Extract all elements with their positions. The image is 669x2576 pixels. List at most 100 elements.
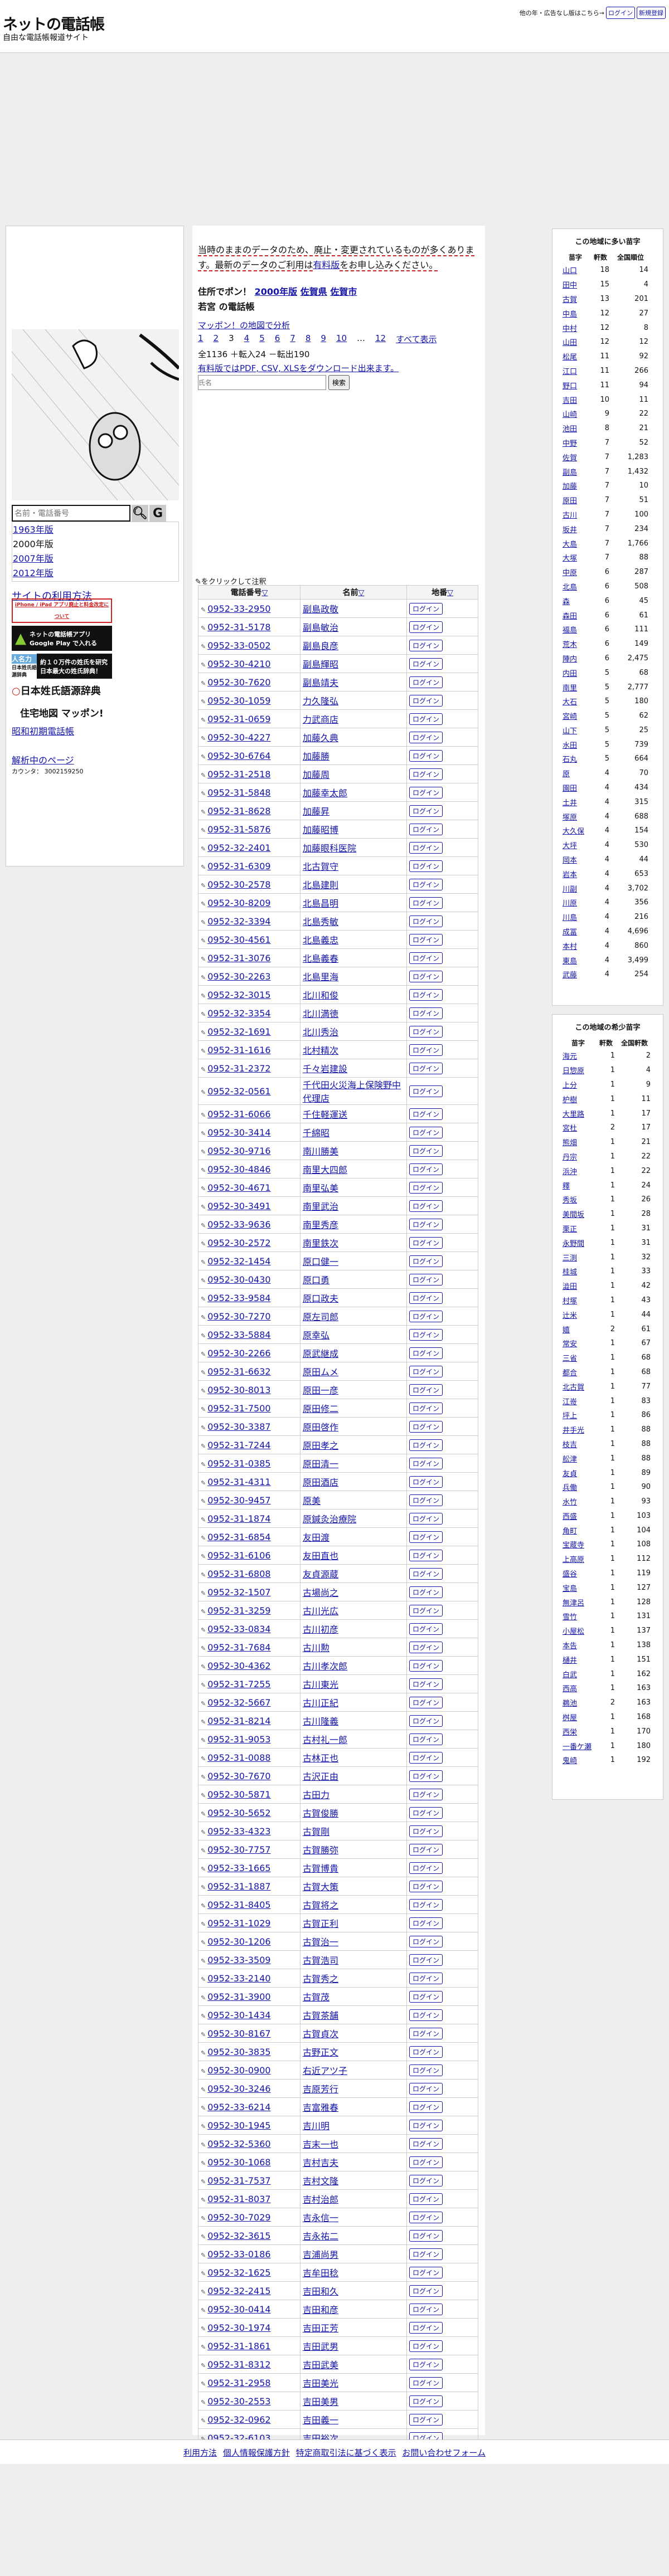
surname-link[interactable]: 枦樹	[563, 1095, 578, 1104]
name-link[interactable]: 北島義忠	[303, 935, 339, 946]
pencil-icon[interactable]: ✎	[201, 2159, 206, 2167]
login-to-view-button[interactable]: ログイン	[409, 1328, 443, 1341]
login-to-view-button[interactable]: ログイン	[409, 2340, 443, 2352]
pencil-icon[interactable]: ✎	[201, 1571, 206, 1579]
phone-number-link[interactable]: 0952-32-1691	[207, 1026, 271, 1037]
login-to-view-button[interactable]: ログイン	[409, 1862, 443, 1874]
phone-number-link[interactable]: 0952-32-3354	[207, 1007, 271, 1019]
pencil-icon[interactable]: ✎	[201, 1497, 206, 1505]
name-link[interactable]: 原田孝之	[303, 1440, 339, 1451]
pencil-icon[interactable]: ✎	[201, 1442, 206, 1450]
surname-link[interactable]: 江口	[563, 367, 578, 376]
phone-number-link[interactable]: 0952-31-1874	[207, 1513, 271, 1524]
mappon-logo[interactable]: 住宅地図 マッポン!	[20, 708, 104, 719]
pencil-icon[interactable]: ✎	[201, 1405, 206, 1413]
login-to-view-button[interactable]: ログイン	[409, 970, 443, 982]
search-icon[interactable]: 🔍︎	[132, 505, 148, 522]
iphone-app-notice-link[interactable]: iPhone / iPad アプリ廃止と料金改定について	[12, 598, 112, 623]
surname-link[interactable]: 三渕	[563, 1254, 578, 1263]
phone-number-link[interactable]: 0952-30-0414	[207, 2304, 271, 2315]
phone-number-link[interactable]: 0952-30-0430	[207, 1274, 271, 1285]
map-analysis-link[interactable]: マッポン！の地図で分析	[198, 320, 290, 330]
phone-number-link[interactable]: 0952-30-1068	[207, 2156, 271, 2168]
name-link[interactable]: 古賀勝弥	[303, 1845, 339, 1856]
surname-link[interactable]: 大久保	[563, 827, 585, 836]
analyzing-pages-link[interactable]: 解析中のページ	[12, 755, 74, 766]
pencil-icon[interactable]: ✎	[201, 955, 206, 963]
login-to-view-button[interactable]: ログイン	[409, 1770, 443, 1782]
surname-link[interactable]: 水竹	[563, 1498, 578, 1507]
name-link[interactable]: 古賀茶舗	[303, 2010, 339, 2021]
login-to-view-button[interactable]: ログイン	[409, 2266, 443, 2278]
name-link[interactable]: 古川東光	[303, 1679, 339, 1690]
name-link[interactable]: 加藤周	[303, 770, 330, 780]
login-to-view-button[interactable]: ログイン	[409, 2064, 443, 2076]
login-to-view-button[interactable]: ログイン	[409, 1549, 443, 1561]
breadcrumb-prefecture[interactable]: 佐賀県	[300, 286, 327, 297]
pencil-icon[interactable]: ✎	[201, 790, 206, 797]
surname-link[interactable]: 桂城	[563, 1268, 578, 1277]
name-link[interactable]: 吉川明	[303, 2121, 330, 2131]
name-link[interactable]: 力武商店	[303, 714, 339, 725]
page-link[interactable]: 5	[259, 333, 265, 343]
name-link[interactable]: 副島政敬	[303, 604, 339, 615]
column-chiban[interactable]: 地番▽	[406, 585, 478, 600]
phone-number-link[interactable]: 0952-30-6764	[207, 750, 271, 761]
name-link[interactable]: 吉富雅春	[303, 2102, 339, 2113]
surname-link[interactable]: 中村	[563, 324, 578, 333]
surname-link[interactable]: 川島	[563, 914, 578, 923]
surname-link[interactable]: 田中	[563, 281, 578, 290]
login-to-view-button[interactable]: ログイン	[409, 2137, 443, 2150]
name-link[interactable]: 古沢正由	[303, 1771, 339, 1782]
surname-link[interactable]: 大塚	[563, 554, 578, 563]
pencil-icon[interactable]: ✎	[201, 2086, 206, 2093]
login-to-view-button[interactable]: ログイン	[409, 2285, 443, 2297]
phone-number-link[interactable]: 0952-30-3835	[207, 2046, 271, 2057]
phone-number-link[interactable]: 0952-31-7500	[207, 1403, 271, 1414]
pencil-icon[interactable]: ✎	[201, 2270, 206, 2277]
surname-link[interactable]: 山下	[563, 727, 578, 736]
login-to-view-button[interactable]: ログイン	[409, 1384, 443, 1396]
login-to-view-button[interactable]: ログイン	[409, 1604, 443, 1616]
surname-link[interactable]: 原	[563, 770, 570, 779]
pencil-icon[interactable]: ✎	[201, 2251, 206, 2259]
pencil-icon[interactable]: ✎	[201, 642, 206, 650]
surname-link[interactable]: 古川	[563, 511, 578, 520]
pencil-icon[interactable]: ✎	[201, 2417, 206, 2424]
surname-link[interactable]: 石丸	[563, 756, 578, 764]
phone-number-link[interactable]: 0952-31-8312	[207, 2359, 271, 2370]
pencil-icon[interactable]: ✎	[201, 1718, 206, 1726]
phone-number-link[interactable]: 0952-30-2263	[207, 971, 271, 982]
login-to-view-button[interactable]: ログイン	[409, 1843, 443, 1856]
pencil-icon[interactable]: ✎	[201, 2049, 206, 2057]
phone-number-link[interactable]: 0952-30-1974	[207, 2322, 271, 2333]
phone-number-link[interactable]: 0952-30-1434	[207, 2009, 271, 2020]
pencil-icon[interactable]: ✎	[201, 1975, 206, 1983]
login-to-view-button[interactable]: ログイン	[409, 1788, 443, 1800]
login-to-view-button[interactable]: ログイン	[409, 805, 443, 817]
name-link[interactable]: 南里鉄次	[303, 1238, 339, 1249]
name-link[interactable]: 古賀俊勝	[303, 1808, 339, 1819]
name-link[interactable]: 吉田和久	[303, 2286, 339, 2297]
login-to-view-button[interactable]: ログイン	[409, 1567, 443, 1580]
surname-link[interactable]: 辻米	[563, 1311, 578, 1320]
login-to-view-button[interactable]: ログイン	[409, 952, 443, 964]
name-link[interactable]: 友田直也	[303, 1551, 339, 1561]
name-link[interactable]: 北川満徳	[303, 1009, 339, 1019]
name-link[interactable]: 千代田火災海上保険野中代理店	[303, 1080, 401, 1104]
phone-number-link[interactable]: 0952-32-3394	[207, 916, 271, 927]
name-link[interactable]: 古賀博貴	[303, 1863, 339, 1874]
phone-number-link[interactable]: 0952-30-8013	[207, 1384, 271, 1395]
phone-number-link[interactable]: 0952-33-6214	[207, 2101, 271, 2112]
name-link[interactable]: 南里秀彦	[303, 1220, 339, 1230]
name-link[interactable]: 北島秀敏	[303, 917, 339, 927]
login-to-view-button[interactable]: ログイン	[409, 749, 443, 762]
name-link[interactable]: 古賀貞次	[303, 2029, 339, 2039]
page-link[interactable]: 9	[321, 333, 326, 343]
surname-link[interactable]: 大坪	[563, 842, 578, 851]
name-link[interactable]: 原田清一	[303, 1459, 339, 1469]
surname-link[interactable]: 永野間	[563, 1239, 585, 1248]
surname-link[interactable]: 森田	[563, 612, 578, 621]
page-link[interactable]: 8	[305, 333, 311, 343]
name-link[interactable]: 原口健一	[303, 1257, 339, 1267]
